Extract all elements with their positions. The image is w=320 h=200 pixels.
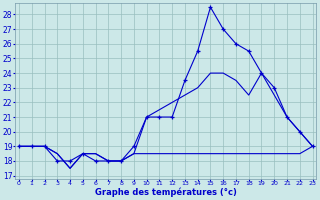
- X-axis label: Graphe des températures (°c): Graphe des températures (°c): [95, 188, 237, 197]
